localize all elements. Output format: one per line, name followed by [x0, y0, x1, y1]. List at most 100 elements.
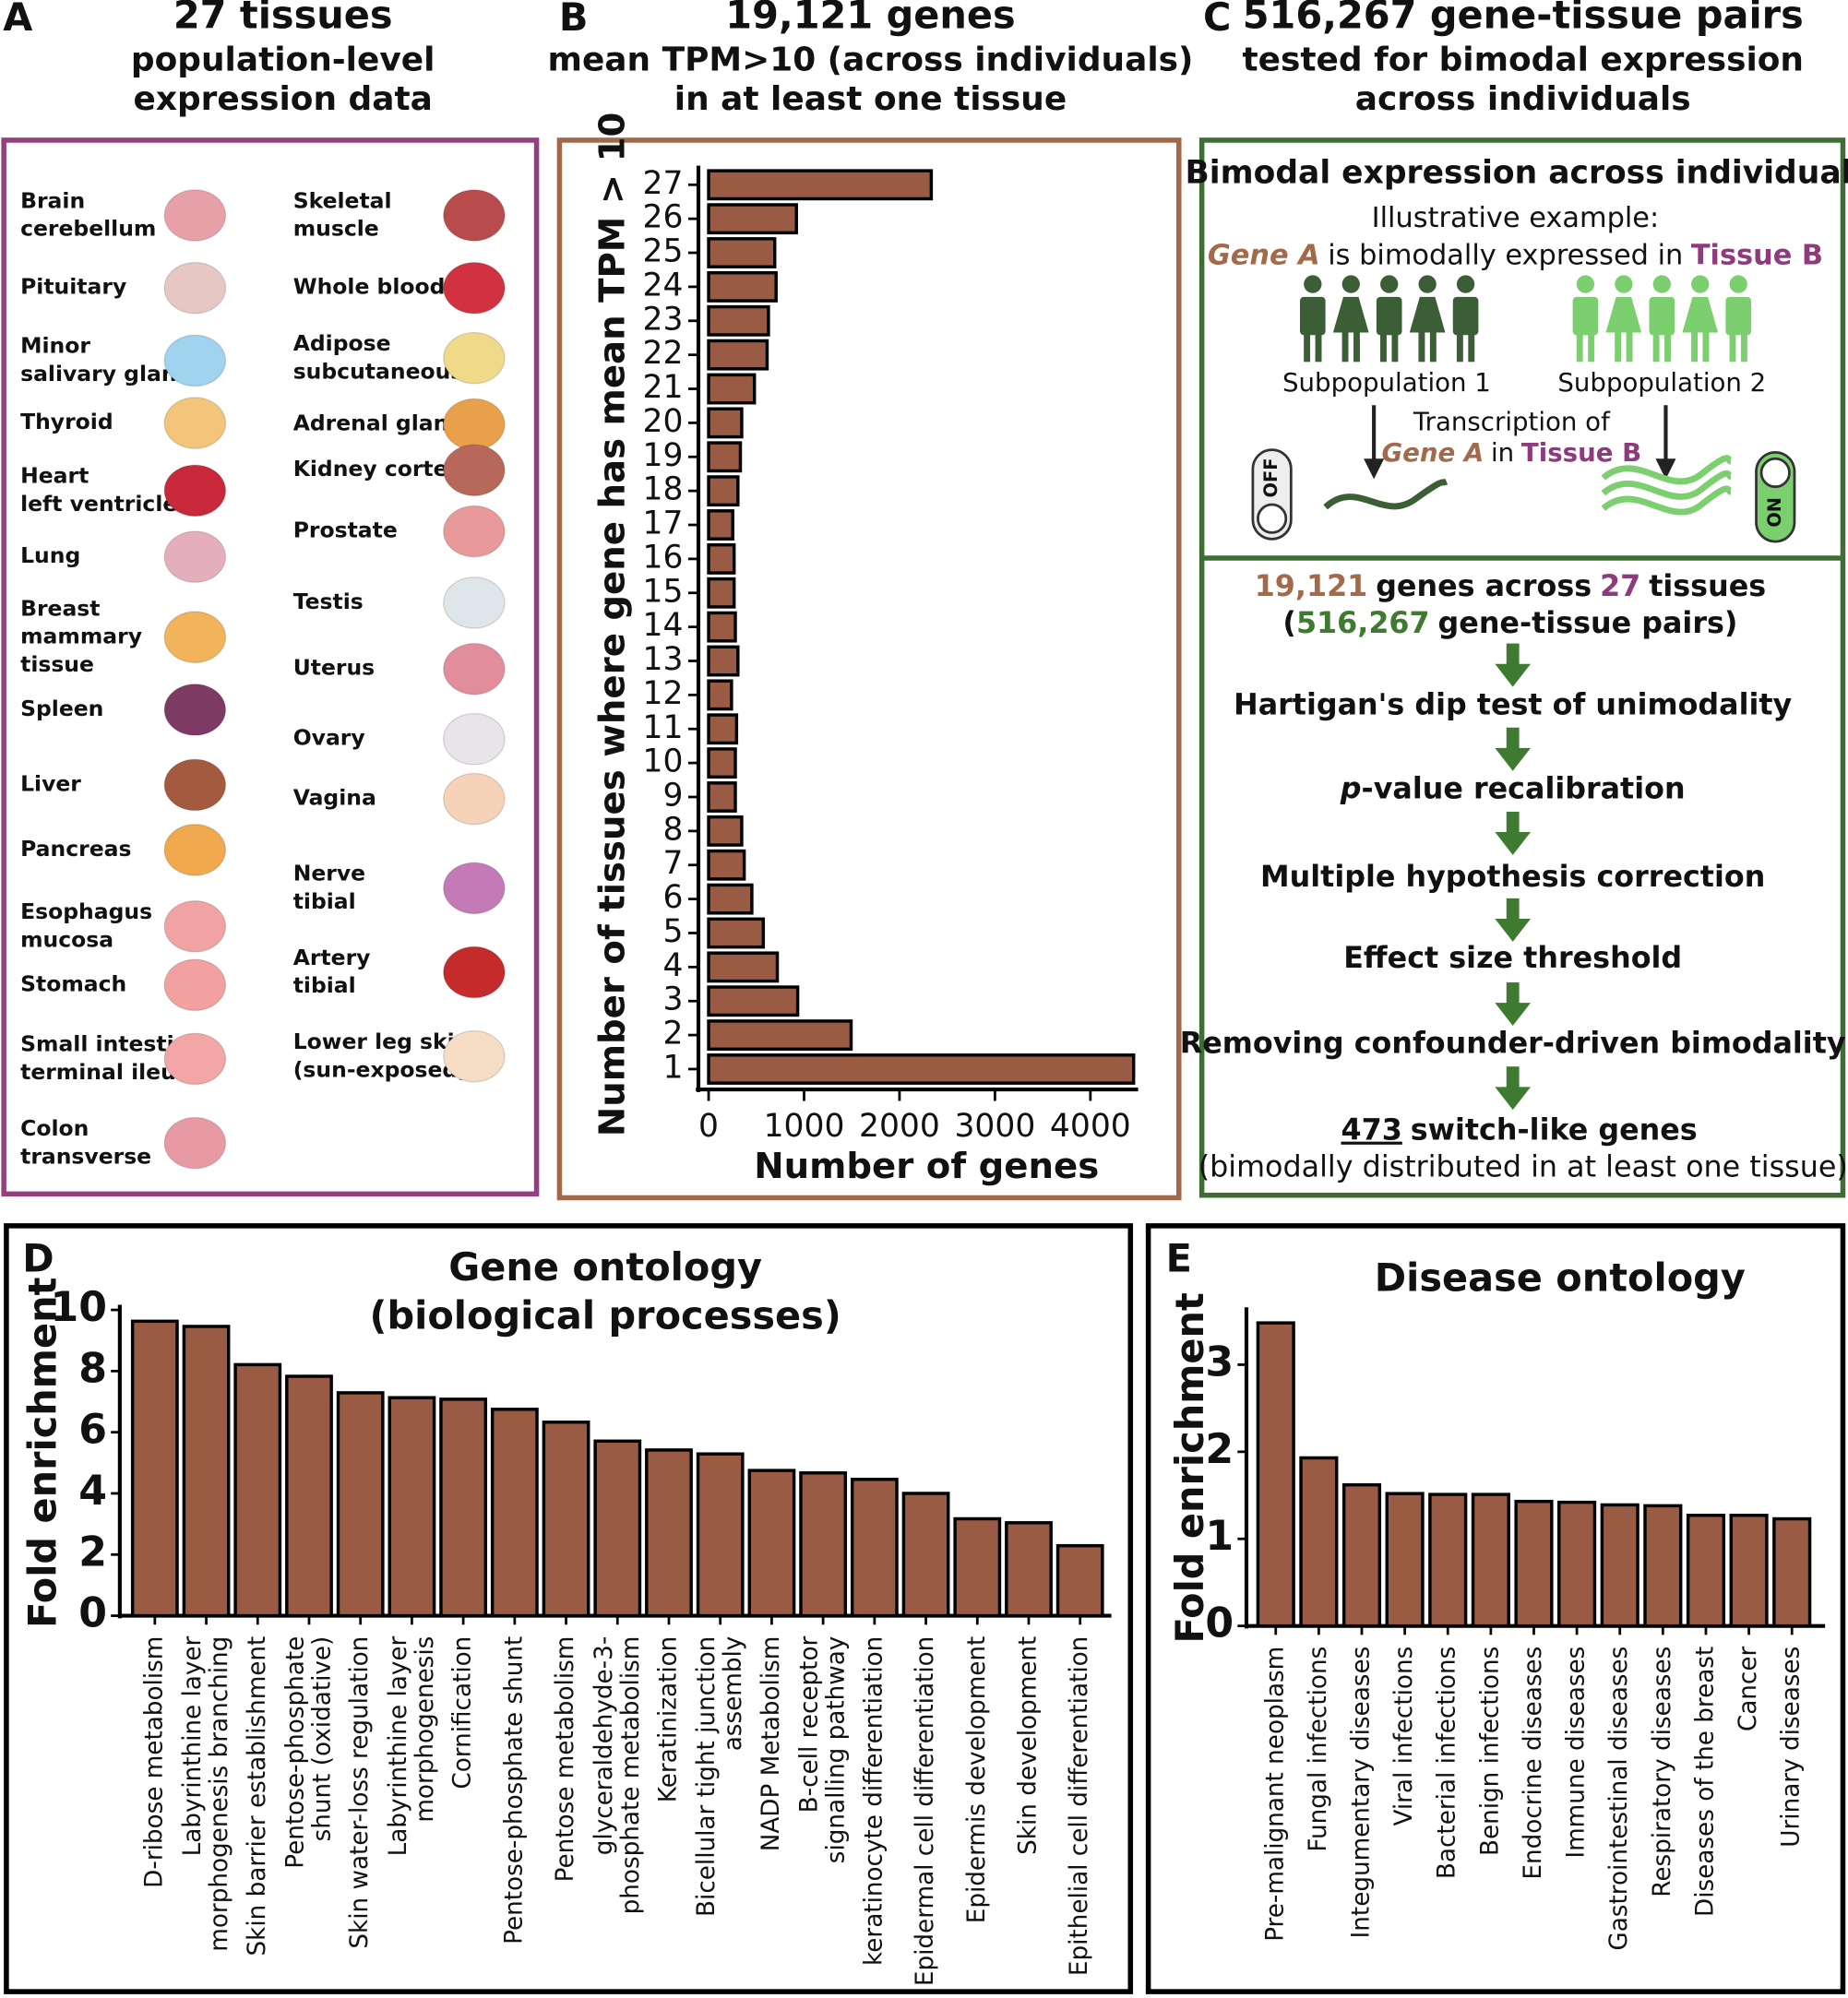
- tissue-label: Heart left ventricle: [20, 462, 177, 516]
- y-tick-label: 25: [642, 233, 683, 270]
- pipeline-head: 19,121 genes across 27 tissues: [1255, 570, 1766, 603]
- tissue-icon: [443, 331, 506, 385]
- tissue-label: Stomach: [20, 970, 126, 996]
- person-icon: [1682, 296, 1719, 333]
- text-line: salivary gland: [20, 361, 192, 387]
- text-line: Brain: [20, 187, 85, 213]
- pipeline-step: Multiple hypothesis correction: [1260, 861, 1765, 894]
- bar: [707, 645, 740, 677]
- bar: [1256, 1321, 1295, 1628]
- x-tick-label: glyceraldehyde-3-phosphate metabolism: [590, 1636, 644, 1915]
- y-tick-label: 11: [642, 709, 683, 746]
- tissue-icon: [443, 642, 506, 696]
- x-tick-label: Cornification: [449, 1636, 477, 1790]
- tissue-icon: [443, 712, 506, 766]
- y-axis-label: Fold enrichment: [21, 1278, 66, 1628]
- text-line: Esophagus: [20, 898, 152, 924]
- person-icon: [1456, 275, 1475, 293]
- arrow-head: [1655, 458, 1676, 480]
- bar: [1686, 1514, 1726, 1628]
- tissue-label: Prostate: [293, 517, 398, 543]
- bar: [1385, 1492, 1425, 1628]
- tissue-icon: [163, 611, 227, 664]
- x-tick-label: Endocrine diseases: [1520, 1647, 1547, 1880]
- bar: [542, 1421, 590, 1618]
- tissue-icon: [443, 444, 506, 497]
- text-part: tissues: [1649, 570, 1766, 603]
- x-tick-label: Skin water-loss regulation: [346, 1636, 374, 1949]
- text-line: tibial: [293, 972, 356, 998]
- tissue-label: Testis: [293, 589, 364, 614]
- x-tick-label: Benign infections: [1476, 1647, 1504, 1856]
- x-tick-label: Respiratory diseases: [1649, 1647, 1676, 1897]
- bar: [182, 1325, 231, 1618]
- person-icon: [1341, 275, 1360, 293]
- panel-c-title: 516,267 gene-tissue pairs: [1243, 0, 1804, 37]
- x-tick-label: Urinary diseases: [1778, 1647, 1806, 1848]
- subpopulation-label: Subpopulation 2: [1557, 367, 1766, 398]
- x-axis-label: Number of genes: [754, 1146, 1099, 1187]
- x-tick-label: Fungal infections: [1305, 1647, 1332, 1852]
- chart-title: Disease ontology: [1375, 1255, 1746, 1300]
- flow-arrow: [1506, 1066, 1520, 1090]
- y-tick-label: 20: [642, 403, 683, 440]
- text-part: Hartigan's dip test of unimodality: [1234, 688, 1792, 721]
- bar: [707, 917, 766, 949]
- x-tick-label: Immune diseases: [1563, 1647, 1591, 1859]
- bar: [707, 407, 744, 439]
- bar: [707, 441, 743, 473]
- bar: [1557, 1500, 1597, 1628]
- tissue-label: Ovary: [293, 725, 365, 751]
- person-icon: [1691, 331, 1698, 363]
- bar: [645, 1448, 693, 1618]
- text-line: Gene ontology: [448, 1245, 762, 1290]
- bar: [1471, 1493, 1510, 1628]
- person-icon: [1332, 296, 1369, 333]
- bar: [593, 1439, 642, 1618]
- flow-arrow-head: [1495, 747, 1532, 771]
- text-part: 473: [1341, 1114, 1402, 1148]
- bar: [707, 849, 746, 881]
- bar: [707, 169, 934, 201]
- y-tick-label: 23: [642, 301, 683, 338]
- tissue-label: Nerve tibial: [293, 860, 365, 913]
- panel-a-subtitle: expression data: [133, 80, 432, 118]
- text-line: Pentose-phosphate: [281, 1636, 309, 1869]
- x-tick-label: Skin barrier establishment: [244, 1636, 271, 1956]
- text-line: phosphate metabolism: [616, 1636, 644, 1915]
- bar: [901, 1492, 950, 1618]
- person-icon: [1418, 331, 1425, 363]
- bar: [707, 679, 733, 711]
- bar: [490, 1408, 539, 1618]
- flow-arrow: [1506, 727, 1520, 751]
- text-line: glyceraldehyde-3-: [590, 1636, 617, 1856]
- bar: [747, 1469, 796, 1618]
- text-line: tibial: [293, 888, 356, 914]
- bar: [439, 1397, 488, 1618]
- x-tick-label: Pentose-phosphateshunt (oxidative): [281, 1636, 336, 1869]
- y-tick-label: 8: [662, 811, 683, 848]
- chart-title: Gene ontology (biological processes): [370, 1245, 841, 1338]
- text-part: -value recalibration: [1362, 772, 1686, 805]
- switch-knob: [1257, 503, 1288, 534]
- bar: [707, 611, 737, 643]
- text-part: Effect size threshold: [1343, 942, 1682, 975]
- x-tick-label: keratinocyte differentiation: [860, 1636, 888, 1966]
- tissue-icon: [163, 1032, 227, 1086]
- x-tick-label: Pentose-phosphate shunt: [500, 1636, 528, 1944]
- tissue-label: Whole blood: [293, 274, 446, 300]
- y-tick-label: 1: [1205, 1513, 1234, 1560]
- flow-arrow-head: [1495, 918, 1532, 942]
- text-part: is bimodally expressed in: [1328, 239, 1683, 271]
- person-icon: [1729, 275, 1747, 293]
- text-line: Adipose: [293, 329, 391, 355]
- person-icon: [1576, 275, 1595, 293]
- text-line: assembly: [720, 1636, 747, 1752]
- y-tick-label: 15: [642, 573, 683, 610]
- text-line: signalling pathway: [822, 1636, 850, 1864]
- bar: [1772, 1516, 1812, 1628]
- x-tick-label: Epithelial cell differentiation: [1066, 1636, 1093, 1976]
- tissue-label: Minor salivary gland: [20, 332, 192, 386]
- person-icon: [1452, 296, 1479, 336]
